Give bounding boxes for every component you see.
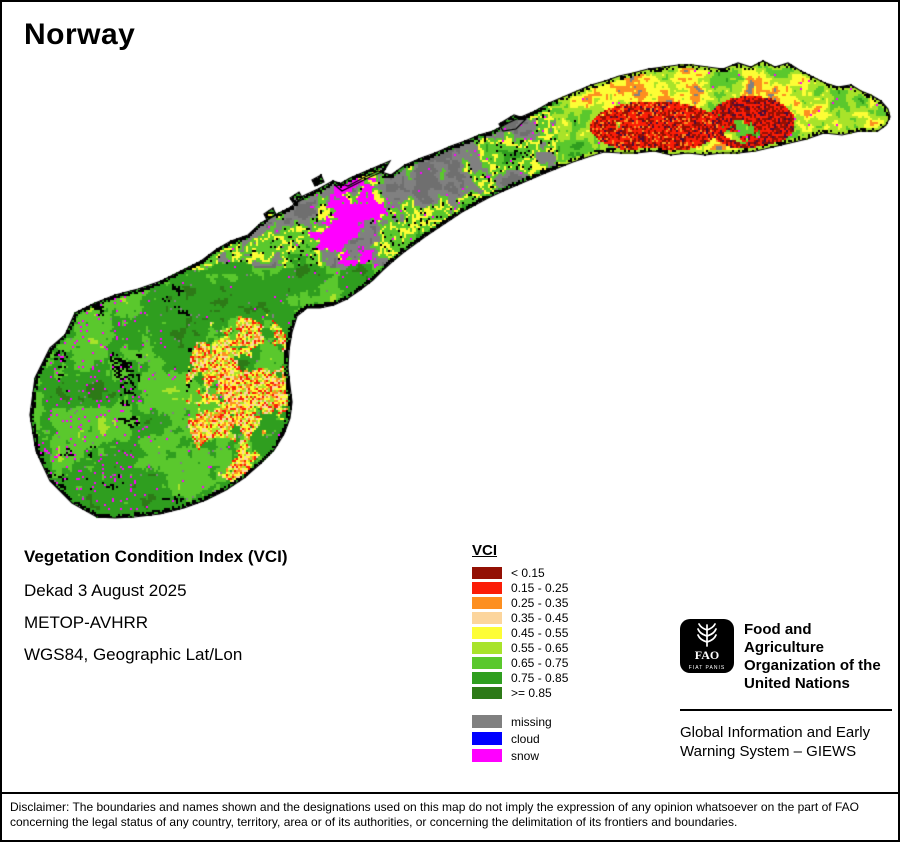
legend-swatch <box>472 749 502 762</box>
legend-row: 0.15 - 0.25 <box>472 582 568 594</box>
legend-swatch <box>472 672 502 684</box>
legend-label: 0.15 - 0.25 <box>511 581 569 595</box>
map-sensor-line: METOP-AVHRR <box>24 613 149 632</box>
map-index-heading: Vegetation Condition Index (VCI) <box>24 547 288 566</box>
map-projection-line: WGS84, Geographic Lat/Lon <box>24 645 243 664</box>
legend-label: 0.25 - 0.35 <box>511 596 569 610</box>
legend-swatch <box>472 597 502 609</box>
legend-swatch <box>472 687 502 699</box>
fao-footer-block: FAO FIAT PANIS Food and Agriculture Orga… <box>680 619 892 761</box>
legend-swatch <box>472 567 502 579</box>
legend-label: missing <box>511 714 552 729</box>
fao-logo-motto: FIAT PANIS <box>689 665 725 671</box>
legend-row: 0.75 - 0.85 <box>472 672 568 684</box>
giews-name: Global Information and Early Warning Sys… <box>680 723 892 761</box>
legend-row: missing <box>472 715 568 728</box>
legend-swatch <box>472 642 502 654</box>
org-name-line: United Nations <box>744 675 850 692</box>
legend-row: 0.35 - 0.45 <box>472 612 568 624</box>
legend-swatch <box>472 732 502 745</box>
legend-class-list: < 0.15 0.15 - 0.25 0.25 - 0.35 0.35 - 0.45 0… <box>472 567 568 699</box>
map-info-block: Vegetation Condition Index (VCI) Dekad 3… <box>24 547 288 677</box>
legend-title: VCI <box>472 542 498 559</box>
legend-label: cloud <box>511 731 540 746</box>
legend-label: >= 0.85 <box>511 686 552 700</box>
legend-swatch <box>472 715 502 728</box>
map-dekad-line: Dekad 3 August 2025 <box>24 581 187 600</box>
legend-row: cloud <box>472 732 568 745</box>
legend-row: 0.25 - 0.35 <box>472 597 568 609</box>
disclaimer-line-2: concerning the legal status of any count… <box>10 815 738 829</box>
legend-label: 0.65 - 0.75 <box>511 656 569 670</box>
fao-org-name: Food and Agriculture Organization of the… <box>744 619 892 693</box>
legend-label: 0.75 - 0.85 <box>511 671 569 685</box>
legend-row: < 0.15 <box>472 567 568 579</box>
norway-vci-map <box>2 2 898 537</box>
legend-extra-list: missing cloud snow <box>472 715 568 762</box>
giews-line: Global Information and Early <box>680 724 871 741</box>
legend-row: 0.55 - 0.65 <box>472 642 568 654</box>
legend-swatch <box>472 612 502 624</box>
fao-logo-icon: FAO FIAT PANIS <box>680 619 734 673</box>
legend-label: snow <box>511 748 540 763</box>
fao-identity: FAO FIAT PANIS Food and Agriculture Orga… <box>680 619 892 711</box>
org-name-line: Organization of the <box>744 657 881 674</box>
legend-label: 0.35 - 0.45 <box>511 611 569 625</box>
legend-row: snow <box>472 749 568 762</box>
vci-legend: VCI < 0.15 0.15 - 0.25 0.25 - 0.35 0.35 - 0… <box>472 542 568 766</box>
legend-swatch <box>472 582 502 594</box>
wheat-ear-icon <box>697 623 717 647</box>
legend-swatch <box>472 627 502 639</box>
legend-label: 0.55 - 0.65 <box>511 641 569 655</box>
page-title: Norway <box>24 18 136 51</box>
legend-label: 0.45 - 0.55 <box>511 626 569 640</box>
legend-swatch <box>472 657 502 669</box>
org-name-line: Food and Agriculture <box>744 621 825 656</box>
legend-row: >= 0.85 <box>472 687 568 699</box>
disclaimer: Disclaimer: The boundaries and names sho… <box>2 792 898 830</box>
legend-row: 0.45 - 0.55 <box>472 627 568 639</box>
legend-label: < 0.15 <box>511 566 545 580</box>
fao-logo-letters: FAO <box>695 648 719 662</box>
giews-line: Warning System – GIEWS <box>680 743 857 760</box>
legend-row: 0.65 - 0.75 <box>472 657 568 669</box>
disclaimer-line-1: Disclaimer: The boundaries and names sho… <box>10 800 859 814</box>
